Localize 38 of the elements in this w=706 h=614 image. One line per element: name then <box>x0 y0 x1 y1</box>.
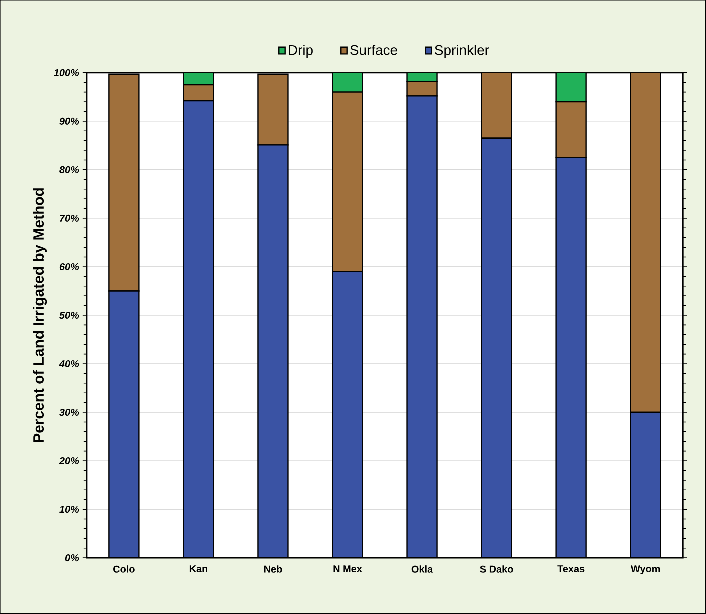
x-tick-label: Texas <box>558 566 585 573</box>
y-tick-label: 80% <box>60 166 80 174</box>
x-tick-label: S Dako <box>480 566 514 573</box>
bar <box>332 92 364 272</box>
bar <box>406 96 438 558</box>
legend-label: Sprinkler <box>435 45 490 58</box>
y-tick-label: 0% <box>65 554 80 562</box>
x-tick-label: Wyom <box>630 566 660 575</box>
bar <box>556 101 587 158</box>
x-tick-label: Okla <box>412 566 434 573</box>
x-tick-label: N Mex <box>334 566 362 573</box>
y-tick-label: 60% <box>60 263 80 271</box>
bar <box>183 100 214 558</box>
y-tick-label: 90% <box>60 118 80 125</box>
x-tick-label: Kan <box>190 566 208 573</box>
legend-label: Drip <box>289 45 313 58</box>
bar <box>556 157 587 558</box>
bar <box>258 74 289 146</box>
y-tick-label: 100% <box>54 69 80 76</box>
bar <box>108 290 140 558</box>
bar <box>556 72 587 103</box>
y-axis-title: Percent of Land Irrigated by Method <box>33 188 48 442</box>
y-tick-label: 40% <box>59 360 80 368</box>
x-tick-label: Neb <box>264 566 282 573</box>
legend-label: Surface <box>350 45 398 56</box>
y-tick-label: 70% <box>60 214 80 222</box>
bar <box>108 74 140 292</box>
bar <box>481 72 512 140</box>
y-tick-label: 10% <box>60 506 80 514</box>
y-tick-label: 50% <box>60 312 80 320</box>
y-tick-label: 20% <box>59 458 80 465</box>
bar <box>481 138 512 558</box>
bar <box>258 144 289 558</box>
y-tick-label: 30% <box>60 409 80 416</box>
bar <box>630 412 662 558</box>
bar <box>630 72 662 414</box>
x-tick-label: Colo <box>114 566 135 573</box>
bar <box>332 271 364 558</box>
